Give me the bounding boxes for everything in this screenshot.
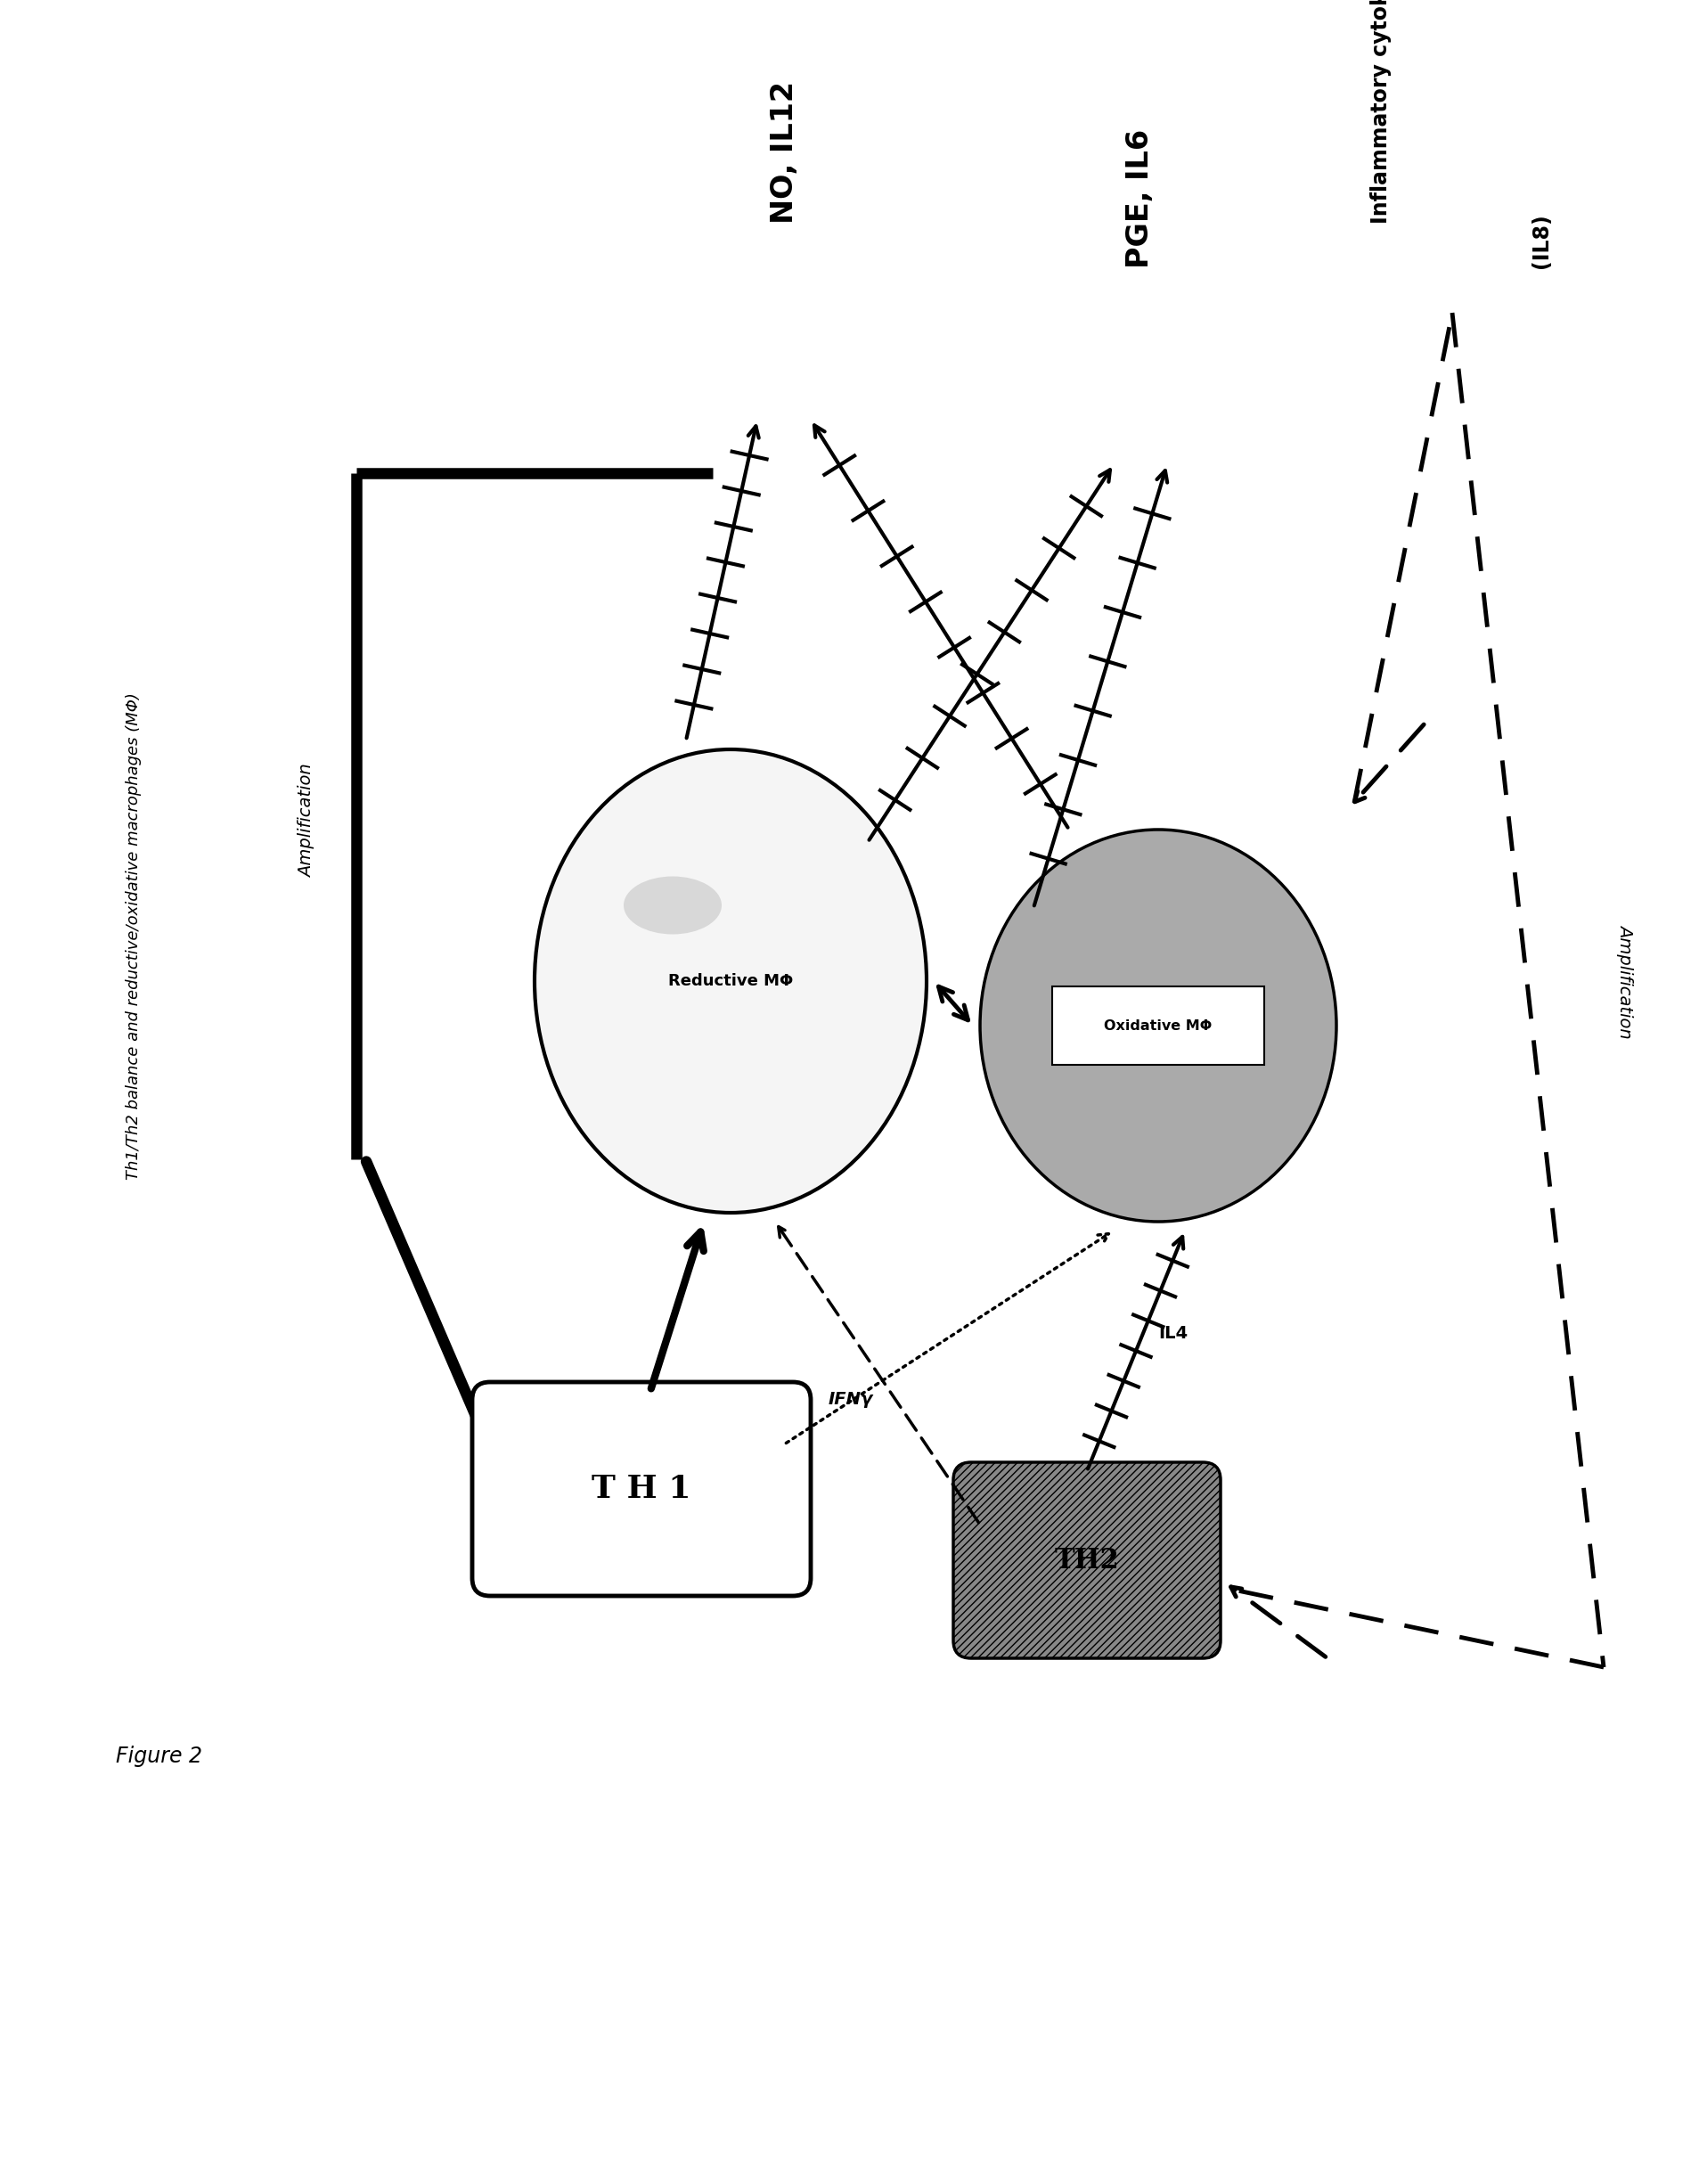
FancyBboxPatch shape bbox=[472, 1382, 810, 1597]
Text: (IL8): (IL8) bbox=[1529, 214, 1551, 269]
Text: Amplification: Amplification bbox=[299, 764, 316, 878]
Ellipse shape bbox=[533, 749, 926, 1212]
Ellipse shape bbox=[624, 876, 722, 935]
Text: PGE, IL6: PGE, IL6 bbox=[1125, 129, 1155, 269]
Text: Th1/Th2 balance and reductive/oxidative macrophages (MΦ): Th1/Th2 balance and reductive/oxidative … bbox=[126, 692, 141, 1179]
Text: NO, IL12: NO, IL12 bbox=[770, 81, 799, 223]
Text: Inflammatory cytokines: Inflammatory cytokines bbox=[1369, 0, 1391, 223]
Text: TH2: TH2 bbox=[1053, 1546, 1118, 1575]
Text: Reductive MΦ: Reductive MΦ bbox=[668, 974, 793, 989]
FancyBboxPatch shape bbox=[1052, 987, 1264, 1066]
Text: IL4: IL4 bbox=[1157, 1324, 1188, 1341]
Ellipse shape bbox=[980, 830, 1335, 1221]
Text: T H 1: T H 1 bbox=[591, 1474, 691, 1505]
Text: Oxidative MΦ: Oxidative MΦ bbox=[1104, 1020, 1211, 1033]
Text: Figure 2: Figure 2 bbox=[116, 1745, 202, 1767]
FancyBboxPatch shape bbox=[953, 1463, 1220, 1658]
Text: Amplification: Amplification bbox=[1617, 924, 1633, 1037]
Text: IFNγ: IFNγ bbox=[827, 1391, 873, 1409]
